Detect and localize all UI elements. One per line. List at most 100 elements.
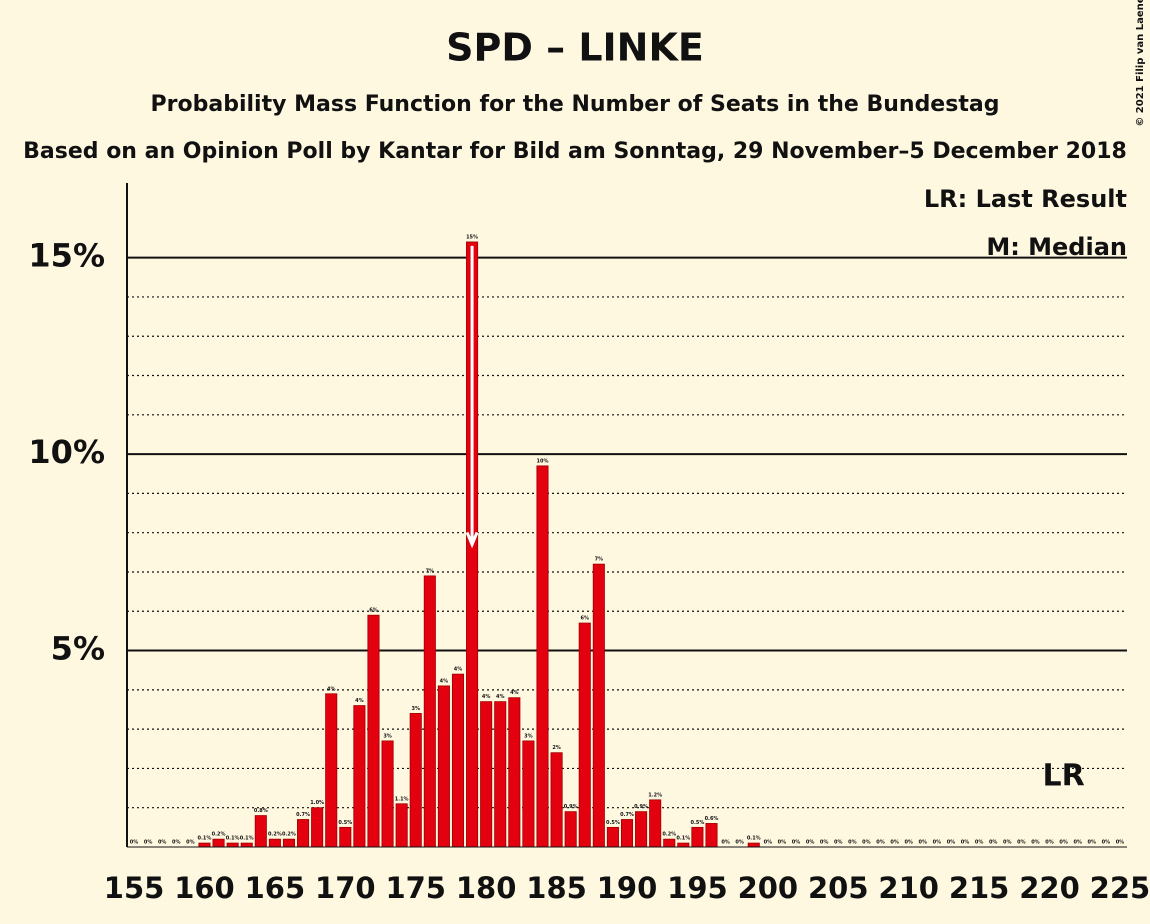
bar xyxy=(339,826,352,848)
bar xyxy=(649,799,662,848)
data-label: 0% xyxy=(1031,840,1040,846)
bar xyxy=(494,701,507,848)
data-label: 1.0% xyxy=(310,800,324,806)
data-label: 0% xyxy=(947,840,956,846)
bar xyxy=(606,826,619,848)
y-tick-label: 5% xyxy=(51,630,105,668)
data-label: 0.5% xyxy=(690,820,704,826)
bar xyxy=(395,803,408,848)
data-label: 0% xyxy=(778,840,787,846)
data-label: 0.5% xyxy=(338,820,352,826)
bar xyxy=(677,842,690,848)
data-label: 0% xyxy=(806,840,815,846)
bar xyxy=(254,815,267,848)
last-result-label: LR xyxy=(1043,759,1085,794)
data-label: 3% xyxy=(383,733,392,739)
data-label: 0% xyxy=(792,840,801,846)
data-label: 15% xyxy=(466,234,478,240)
data-label: 0% xyxy=(989,840,998,846)
data-label: 0% xyxy=(1088,840,1097,846)
data-label: 6% xyxy=(369,608,378,614)
y-tick-label: 10% xyxy=(28,433,105,471)
data-label: 0.1% xyxy=(747,836,761,842)
bar xyxy=(578,622,591,848)
data-label: 0.1% xyxy=(676,836,690,842)
data-label: 4% xyxy=(510,690,519,696)
bar xyxy=(311,807,324,848)
data-label: 0% xyxy=(158,840,167,846)
data-label: 0% xyxy=(975,840,984,846)
data-label: 0% xyxy=(933,840,942,846)
bar xyxy=(212,838,225,848)
data-label: 1.1% xyxy=(395,796,409,802)
data-label: 6% xyxy=(580,616,589,622)
data-label: 4% xyxy=(327,686,336,692)
bar xyxy=(691,826,704,848)
bar xyxy=(592,563,605,848)
data-label: 0% xyxy=(862,840,871,846)
x-tick-label: 205 xyxy=(808,871,869,905)
x-tick-label: 160 xyxy=(174,871,235,905)
bar xyxy=(522,740,535,848)
bar xyxy=(226,842,239,848)
data-label: 0% xyxy=(130,840,139,846)
data-label: 0% xyxy=(890,840,899,846)
bar xyxy=(367,614,380,848)
bar xyxy=(480,701,493,848)
data-label: 0% xyxy=(1045,840,1054,846)
legend-entry: M: Median xyxy=(986,233,1127,261)
bar xyxy=(451,673,465,848)
bar xyxy=(353,705,366,848)
data-label: 0% xyxy=(1003,840,1012,846)
data-label: 7% xyxy=(595,557,604,563)
data-label: 10% xyxy=(537,458,549,464)
x-tick-label: 210 xyxy=(878,871,939,905)
x-tick-label: 225 xyxy=(1090,871,1150,905)
bar xyxy=(705,823,718,848)
data-label: 0% xyxy=(904,840,913,846)
data-label: 3% xyxy=(411,706,420,712)
data-label: 0% xyxy=(919,840,928,846)
x-tick-label: 190 xyxy=(597,871,658,905)
data-label: 4% xyxy=(440,678,449,684)
data-label: 0% xyxy=(144,840,153,846)
data-label: 0% xyxy=(1017,840,1026,846)
data-label: 0.1% xyxy=(240,836,254,842)
data-label: 0% xyxy=(1059,840,1068,846)
data-label: 4% xyxy=(454,667,463,673)
bar xyxy=(325,693,338,848)
bar xyxy=(536,465,549,848)
bar xyxy=(564,811,577,848)
bar xyxy=(508,697,521,848)
x-tick-label: 215 xyxy=(949,871,1010,905)
bar xyxy=(297,819,310,848)
data-label: 0.9% xyxy=(564,804,578,810)
data-label: 0% xyxy=(764,840,773,846)
bar xyxy=(747,842,760,848)
data-label: 2% xyxy=(552,745,561,751)
data-label: 0% xyxy=(735,840,744,846)
bar xyxy=(240,842,253,848)
x-tick-label: 200 xyxy=(738,871,799,905)
data-label: 0% xyxy=(721,840,730,846)
bar xyxy=(635,811,648,848)
data-label: 0% xyxy=(820,840,829,846)
bar xyxy=(282,838,296,848)
data-label: 0% xyxy=(172,840,181,846)
bar xyxy=(198,842,211,848)
data-label: 4% xyxy=(496,694,505,700)
data-label: 0.1% xyxy=(198,836,212,842)
data-label: 0% xyxy=(876,840,885,846)
data-label: 4% xyxy=(355,698,364,704)
legend-entry: LR: Last Result xyxy=(924,185,1127,213)
bar xyxy=(663,838,676,848)
data-label: 4% xyxy=(482,694,491,700)
median-marker xyxy=(465,245,479,549)
bar xyxy=(423,575,436,848)
x-tick-label: 175 xyxy=(385,871,446,905)
x-tick-label: 185 xyxy=(526,871,587,905)
x-tick-label: 155 xyxy=(104,871,165,905)
x-tick-label: 195 xyxy=(667,871,728,905)
chart-title: SPD – LINKE xyxy=(446,26,704,70)
